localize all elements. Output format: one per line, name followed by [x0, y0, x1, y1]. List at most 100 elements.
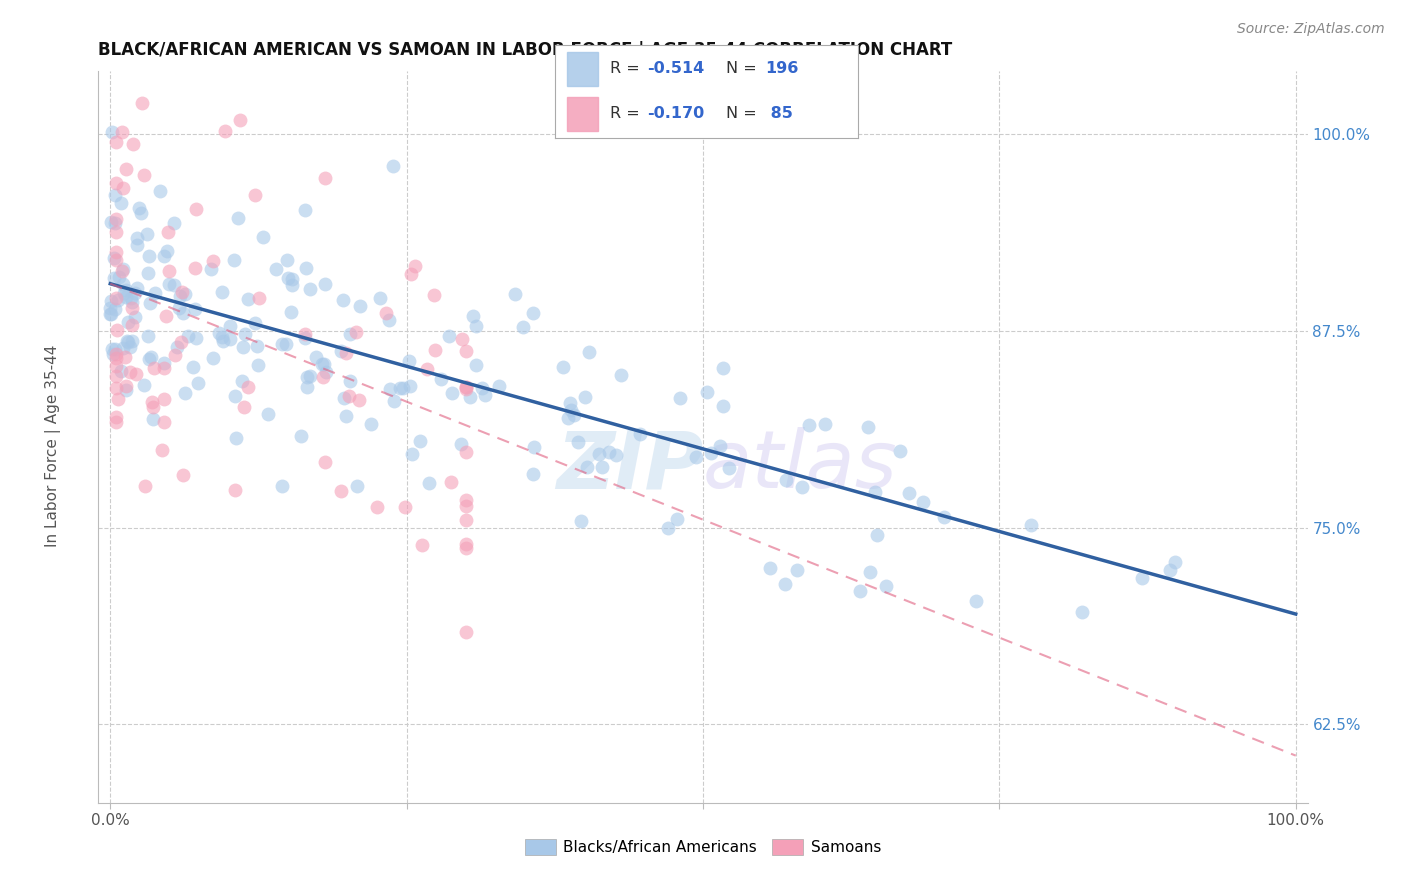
- Point: [157, 264, 180, 278]
- Point: [398, 354, 420, 368]
- Point: [150, 442, 173, 457]
- Point: [281, 278, 304, 293]
- Point: [454, 379, 477, 393]
- Point: [454, 541, 477, 556]
- Point: [610, 368, 633, 382]
- Point: [186, 202, 208, 216]
- Point: [111, 277, 134, 292]
- Point: [315, 365, 337, 379]
- Point: [186, 376, 208, 390]
- Point: [503, 287, 526, 301]
- Point: [360, 417, 382, 431]
- Point: [523, 440, 546, 454]
- Point: [224, 483, 246, 497]
- Point: [138, 351, 160, 366]
- Point: [121, 334, 143, 348]
- Point: [115, 334, 138, 348]
- Text: R =: R =: [610, 106, 645, 121]
- Point: [311, 357, 333, 371]
- Point: [330, 344, 353, 359]
- Point: [124, 310, 146, 324]
- Point: [311, 369, 333, 384]
- Point: [409, 434, 432, 449]
- Point: [173, 385, 195, 400]
- Point: [117, 315, 139, 329]
- Point: [202, 254, 225, 268]
- Point: [125, 281, 148, 295]
- Point: [598, 444, 620, 458]
- Point: [786, 563, 808, 577]
- Point: [232, 340, 254, 354]
- Point: [114, 283, 136, 297]
- Point: [454, 513, 477, 527]
- Point: [522, 305, 544, 319]
- Point: [132, 168, 155, 182]
- Point: [105, 359, 128, 374]
- Point: [246, 339, 269, 353]
- Point: [394, 500, 416, 514]
- Point: [155, 309, 177, 323]
- Point: [264, 262, 287, 277]
- Point: [138, 296, 160, 310]
- Point: [709, 439, 731, 453]
- Point: [418, 476, 440, 491]
- Point: [163, 277, 186, 292]
- Point: [329, 484, 352, 499]
- Point: [388, 380, 411, 394]
- Text: 196: 196: [765, 62, 799, 77]
- Point: [201, 351, 224, 365]
- Point: [551, 360, 574, 375]
- Point: [110, 364, 132, 378]
- Point: [1159, 563, 1181, 577]
- Point: [224, 389, 246, 403]
- Point: [98, 301, 121, 316]
- Point: [911, 495, 934, 509]
- Point: [177, 329, 200, 343]
- Point: [312, 357, 335, 371]
- Point: [335, 346, 357, 360]
- Point: [332, 391, 354, 405]
- Point: [856, 420, 879, 434]
- Point: [718, 460, 741, 475]
- Point: [700, 446, 723, 460]
- Point: [226, 211, 249, 225]
- Point: [429, 372, 451, 386]
- Point: [238, 292, 260, 306]
- Point: [790, 480, 813, 494]
- Point: [105, 323, 128, 337]
- Point: [103, 251, 125, 265]
- Point: [450, 332, 472, 346]
- Bar: [568, 52, 598, 86]
- Point: [170, 334, 193, 349]
- Point: [236, 380, 259, 394]
- Point: [111, 264, 134, 278]
- Point: [271, 478, 294, 492]
- Point: [229, 113, 252, 128]
- Point: [314, 277, 336, 292]
- Point: [104, 342, 127, 356]
- Point: [134, 479, 156, 493]
- Point: [129, 205, 152, 219]
- Point: [305, 350, 328, 364]
- Point: [115, 162, 138, 177]
- Point: [575, 460, 598, 475]
- Text: N =: N =: [725, 106, 762, 121]
- Point: [110, 195, 132, 210]
- Point: [127, 230, 149, 244]
- Point: [153, 249, 176, 263]
- Point: [104, 216, 127, 230]
- Legend: Blacks/African Americans, Samoans: Blacks/African Americans, Samoans: [519, 833, 887, 861]
- Point: [465, 358, 488, 372]
- Point: [142, 412, 165, 426]
- Point: [214, 123, 236, 137]
- Point: [628, 427, 651, 442]
- Point: [374, 306, 396, 320]
- Point: [157, 277, 180, 291]
- Point: [156, 244, 179, 258]
- Point: [665, 512, 688, 526]
- Point: [136, 328, 159, 343]
- Point: [157, 225, 180, 239]
- Point: [243, 316, 266, 330]
- Point: [105, 245, 128, 260]
- Text: BLACK/AFRICAN AMERICAN VS SAMOAN IN LABOR FORCE | AGE 35-44 CORRELATION CHART: BLACK/AFRICAN AMERICAN VS SAMOAN IN LABO…: [98, 41, 953, 59]
